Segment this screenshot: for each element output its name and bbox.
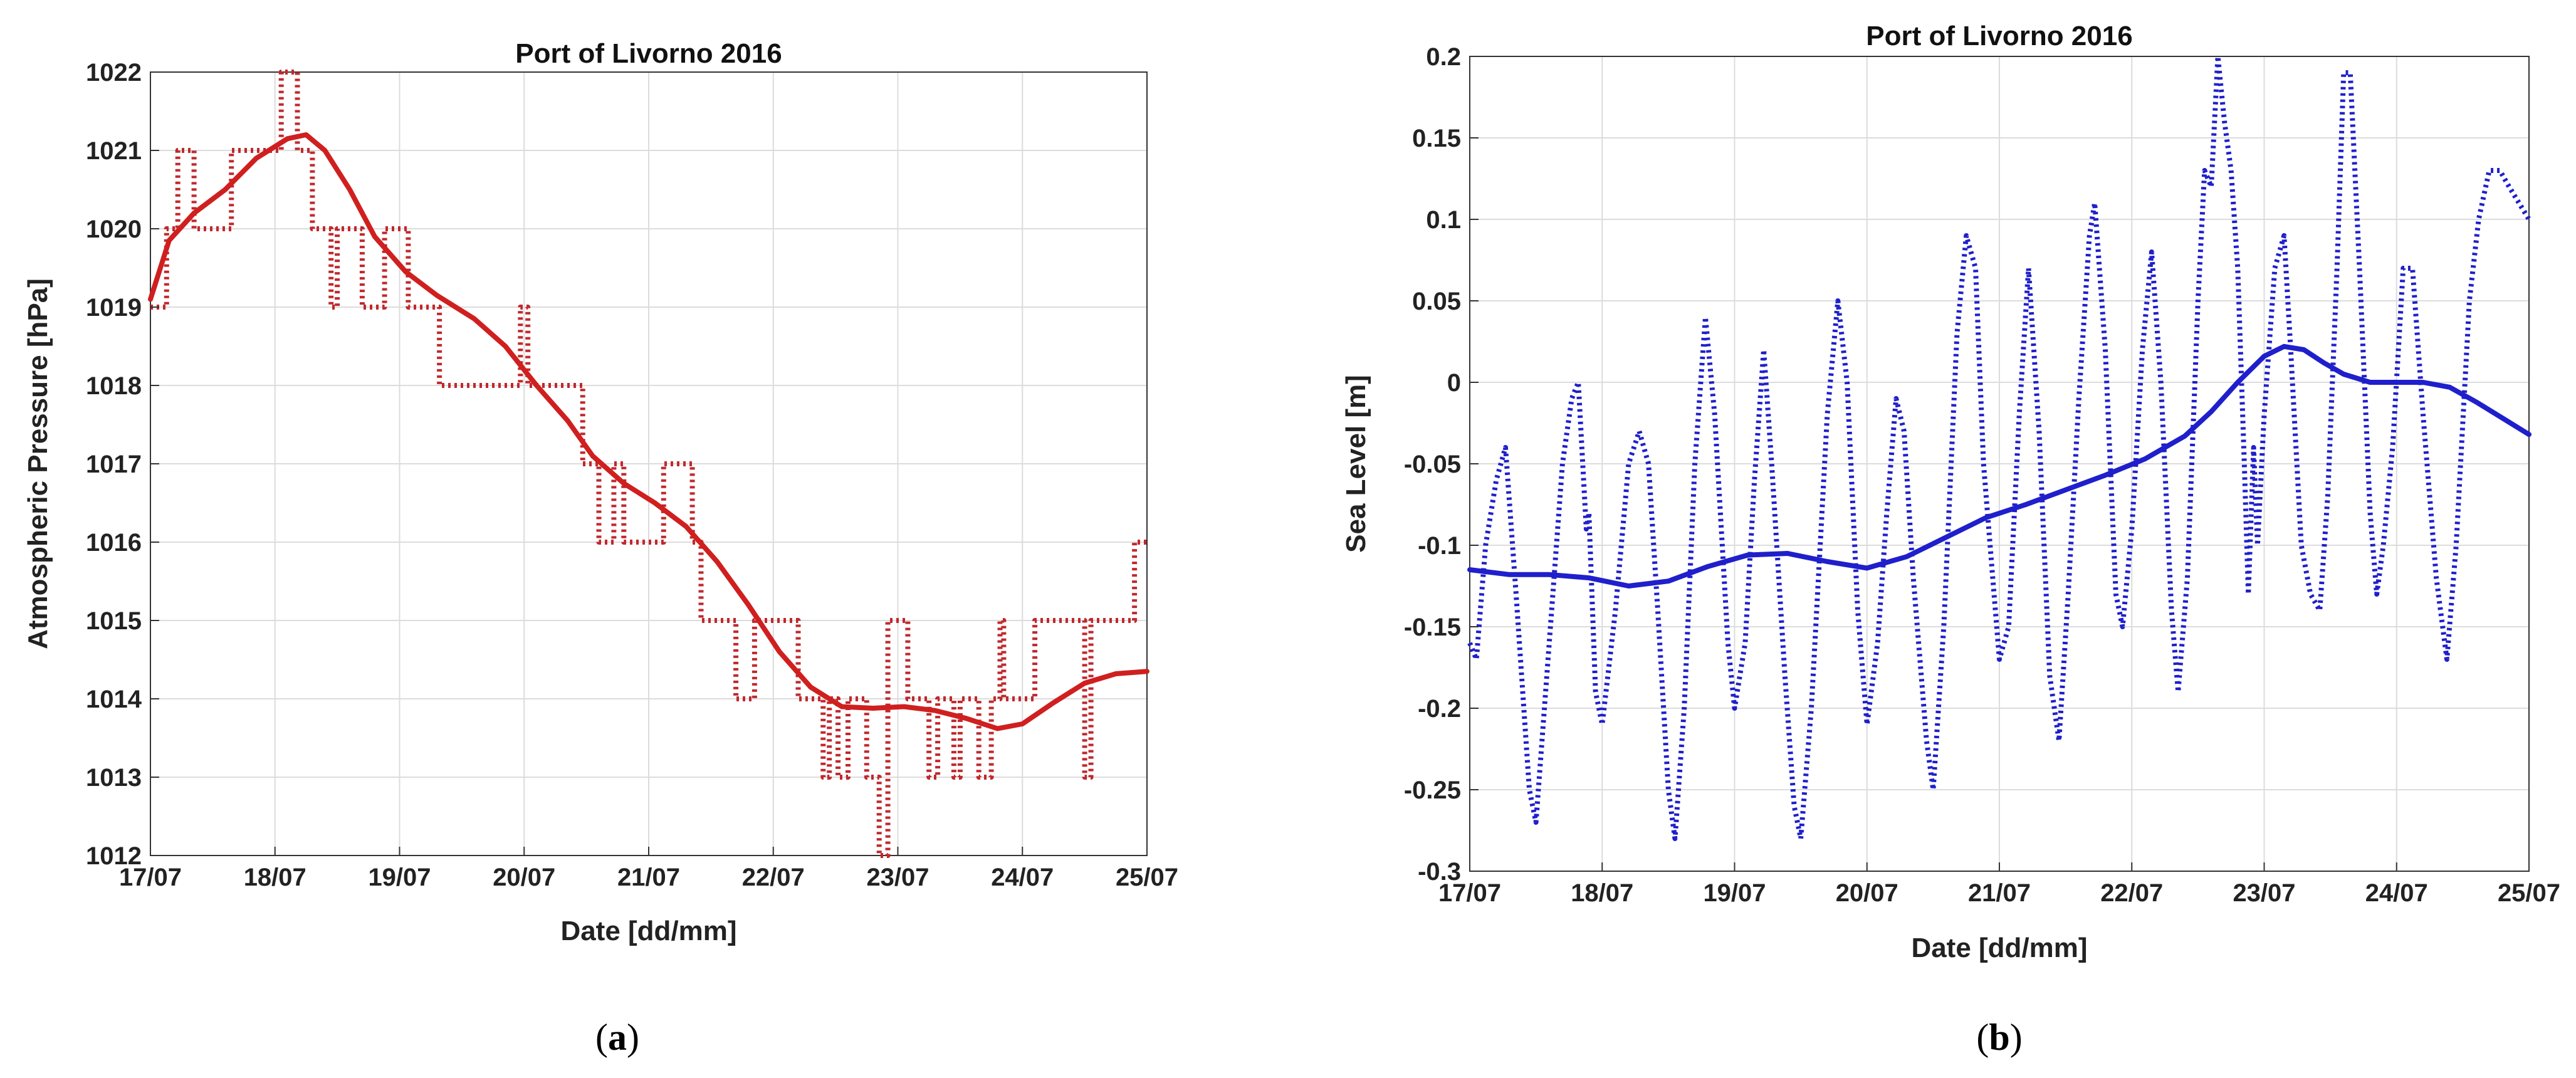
x-tick-label: 22/07 [2100, 879, 2163, 907]
y-tick-label: 1021 [86, 137, 142, 165]
caption-a: (a) [595, 1017, 639, 1058]
sea-level-x-axis-label: Date [dd/mm] [1911, 933, 2087, 963]
pressure-ticks: 17/07 18/07 19/07 20/07 21/07 22/07 23/07 24/07… [86, 59, 1178, 891]
series-smoothed-line [1467, 343, 2531, 589]
y-tick-label: -0.05 [1404, 451, 1461, 478]
sea-level-chart: 17/07 18/07 19/07 20/07 21/07 22/07 23/07 24/07… [1341, 21, 2560, 963]
x-tick-label: 22/07 [742, 864, 805, 891]
x-tick-label: 20/07 [1836, 879, 1898, 907]
y-tick-label: -0.3 [1418, 858, 1461, 886]
x-tick-label: 21/07 [1968, 879, 2031, 907]
sea-level-ticks: 17/07 18/07 19/07 20/07 21/07 22/07 23/07 24/07… [1404, 43, 2560, 907]
x-tick-label: 25/07 [1116, 864, 1178, 891]
y-tick-label: 0.15 [1412, 125, 1461, 152]
y-tick-label: 1013 [86, 764, 142, 792]
y-tick-label: 1020 [86, 216, 142, 243]
y-tick-label: 1015 [86, 607, 142, 635]
x-tick-label: 24/07 [991, 864, 1054, 891]
y-tick-label: 0.05 [1412, 288, 1461, 315]
x-tick-label: 18/07 [1571, 879, 1633, 907]
y-tick-label: -0.1 [1418, 532, 1461, 560]
pressure-y-axis-label: Atmospheric Pressure [hPa] [23, 278, 53, 649]
y-tick-label: 1019 [86, 294, 142, 322]
x-tick-label: 19/07 [1703, 879, 1766, 907]
pressure-x-axis-label: Date [dd/mm] [560, 916, 736, 946]
pressure-grid [150, 71, 1148, 856]
x-tick-label: 23/07 [2233, 879, 2295, 907]
x-tick-label: 18/07 [244, 864, 306, 891]
y-tick-label: 0 [1447, 369, 1461, 397]
x-tick-label: 24/07 [2365, 879, 2428, 907]
pressure-chart: 17/07 18/07 19/07 20/07 21/07 22/07 23/07 24/07… [23, 38, 1178, 946]
caption-b: (b) [1976, 1017, 2022, 1058]
y-tick-label: 1012 [86, 842, 142, 870]
x-tick-label: 19/07 [368, 864, 431, 891]
x-tick-label: 17/07 [1438, 879, 1501, 907]
y-tick-label: 1018 [86, 372, 142, 400]
pressure-chart-title: Port of Livorno 2016 [515, 38, 782, 69]
y-tick-label: 0.2 [1426, 43, 1461, 71]
pressure-series [148, 70, 1149, 858]
y-tick-label: -0.25 [1404, 777, 1461, 804]
sea-level-series [1467, 54, 2531, 841]
x-tick-label: 20/07 [493, 864, 555, 891]
x-tick-label: 17/07 [119, 864, 182, 891]
sea-level-chart-title: Port of Livorno 2016 [1866, 21, 2132, 51]
y-tick-label: 1022 [86, 59, 142, 86]
series-smoothed-line [148, 132, 1149, 731]
y-tick-label: 0.1 [1426, 206, 1461, 234]
y-tick-label: 1014 [86, 686, 142, 713]
y-tick-label: -0.2 [1418, 695, 1461, 723]
x-tick-label: 23/07 [866, 864, 929, 891]
y-tick-label: -0.15 [1404, 614, 1461, 641]
x-tick-label: 25/07 [2498, 879, 2560, 907]
sea-level-y-axis-label: Sea Level [m] [1341, 375, 1371, 553]
series-observed-line [1467, 54, 2531, 841]
y-tick-label: 1016 [86, 529, 142, 557]
series-observed-line [150, 70, 1147, 858]
x-tick-label: 21/07 [617, 864, 680, 891]
y-tick-label: 1017 [86, 451, 142, 478]
